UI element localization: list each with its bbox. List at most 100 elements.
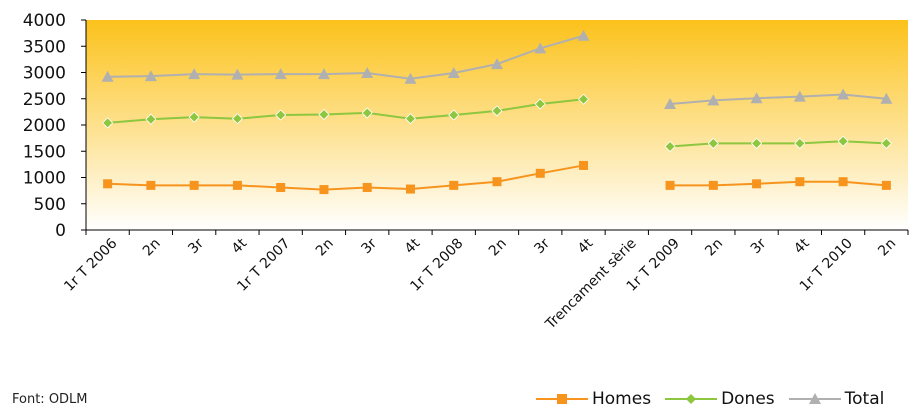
series-line-dones [107, 98, 584, 124]
y-tick-labels: 0 500 1000 1500 2000 2500 3000 3500 4000 [23, 11, 66, 241]
x-tick-label: 2n [140, 236, 164, 260]
data-point-homes [276, 182, 286, 192]
data-point-total [577, 29, 590, 41]
x-tick-label: 1r T 2006 [61, 235, 120, 294]
data-point-total [837, 88, 850, 100]
x-tick-label: 3r [748, 235, 770, 257]
data-point-dones [448, 109, 460, 121]
y-tick-label: 2500 [23, 90, 66, 110]
legend-swatch-dones [665, 394, 718, 404]
series-total [101, 29, 893, 109]
data-point-total [491, 58, 503, 70]
data-point-homes [492, 177, 502, 187]
data-point-dones [361, 107, 373, 119]
data-point-total [317, 68, 330, 80]
source-label: Font: ODLM [12, 392, 88, 407]
data-point-dones [188, 111, 200, 123]
data-point-total [534, 42, 547, 54]
data-point-total [707, 94, 720, 106]
data-point-dones [145, 113, 157, 125]
series-line-homes [107, 164, 584, 191]
data-point-total [880, 92, 893, 104]
data-point-homes [752, 179, 762, 189]
legend-label-total: Total [844, 389, 885, 409]
data-point-homes [708, 180, 718, 190]
data-point-homes [189, 180, 199, 190]
data-point-homes [319, 185, 329, 195]
x-tick-label: 3r [185, 235, 207, 257]
data-point-dones [318, 108, 330, 121]
x-tick-label: 4t [402, 235, 424, 257]
x-tick-label: 4t [229, 235, 251, 257]
legend-swatch-homes [536, 394, 588, 404]
axes [81, 19, 909, 235]
data-point-homes [795, 177, 805, 187]
data-point-homes [405, 184, 415, 194]
data-point-dones [102, 117, 114, 129]
data-point-dones [794, 137, 806, 149]
data-point-dones [577, 93, 590, 105]
legend-swatch-total [788, 393, 841, 404]
y-tick-label: 3500 [23, 37, 66, 57]
data-point-total [750, 92, 763, 104]
data-point-homes [535, 168, 545, 178]
legend-label-dones: Dones [721, 389, 775, 409]
series-dones [102, 93, 892, 153]
data-point-total [101, 70, 114, 82]
data-point-homes [838, 177, 848, 187]
data-point-total [188, 68, 201, 80]
x-tick-label: 2n [486, 236, 510, 260]
data-point-dones [664, 140, 676, 153]
data-point-dones [491, 105, 503, 117]
x-tick-label: 3r [531, 235, 553, 257]
y-tick-label: 3000 [23, 64, 66, 84]
plot-area [86, 20, 908, 230]
data-point-homes [362, 182, 372, 192]
series-homes [103, 160, 891, 195]
y-tick-label: 0 [55, 221, 66, 241]
data-point-dones [404, 113, 417, 125]
data-point-total [231, 68, 244, 80]
data-point-dones [837, 135, 849, 147]
y-tick-label: 500 [34, 195, 66, 215]
x-tick-label: 3r [358, 235, 380, 257]
series-line-homes [670, 180, 887, 187]
data-point-dones [707, 137, 719, 149]
y-tick-label: 2000 [23, 116, 66, 136]
data-point-dones [751, 137, 763, 149]
legend-item-total: Total [788, 389, 885, 409]
data-point-total [447, 67, 460, 79]
data-point-total [361, 67, 374, 79]
data-point-dones [275, 109, 287, 121]
y-tick-label: 1000 [23, 169, 66, 189]
x-tick-label: 2n [702, 236, 726, 260]
data-point-homes [881, 180, 891, 190]
data-point-dones [534, 98, 546, 110]
legend-item-homes: Homes [536, 389, 651, 409]
x-tick-label: 2n [875, 236, 899, 260]
legend-label-homes: Homes [592, 389, 652, 409]
data-point-total [404, 72, 417, 84]
series-layer [101, 29, 893, 195]
data-point-homes [232, 180, 242, 190]
data-point-total [274, 68, 287, 80]
legend: Homes Dones Total [536, 388, 898, 410]
series-line-dones [669, 140, 887, 148]
series-line-total [107, 34, 584, 80]
data-point-total [144, 70, 157, 82]
x-tick-label: 4t [791, 235, 813, 257]
data-point-total [664, 98, 677, 109]
data-point-total [793, 90, 806, 102]
data-point-homes [449, 180, 459, 190]
x-tick-label: 2n [313, 236, 337, 260]
data-point-dones [880, 137, 892, 149]
y-tick-label: 1500 [23, 142, 66, 162]
data-point-homes [146, 180, 156, 190]
series-line-total [669, 93, 887, 105]
data-point-homes [665, 180, 675, 190]
y-tick-label: 4000 [23, 11, 66, 31]
legend-item-dones: Dones [665, 389, 775, 409]
data-point-homes [103, 179, 113, 189]
